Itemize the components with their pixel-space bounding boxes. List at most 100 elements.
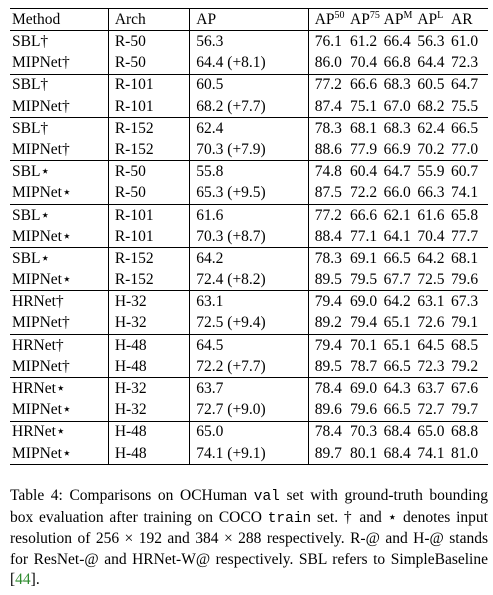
cell-method: MIPNet⋆ <box>12 271 72 289</box>
table-row: SBL† R-50 56.3 76.1 61.2 66.4 56.3 61.0 <box>10 30 488 53</box>
cell-ap75: 68.1 <box>350 119 378 137</box>
cell-ap: 60.5 <box>189 74 309 96</box>
cell-apm: 62.1 <box>383 206 411 224</box>
row-group: SBL⋆ R-50 55.8 74.8 60.4 64.7 55.9 60.7 MIPNet⋆ R… <box>10 160 488 205</box>
cell-apm: 67.7 <box>383 271 411 289</box>
caption-citation-link[interactable]: 44 <box>15 571 31 588</box>
cell-method: SBL† <box>12 119 49 137</box>
cell-method: SBL† <box>12 76 49 94</box>
table-row: HRNet⋆ H-48 65.0 78.4 70.3 68.4 65.0 68.8 <box>10 421 488 443</box>
cell-ar: 68.1 <box>451 249 479 267</box>
table-row: SBL⋆ R-101 61.6 77.2 66.6 62.1 61.6 65.8 <box>10 204 488 226</box>
ap-value: 68.2 <box>196 97 224 115</box>
table-row: SBL† R-152 62.4 78.3 68.1 68.3 62.4 66.5 <box>10 117 488 140</box>
cell-ap75: 78.7 <box>350 357 378 375</box>
cell-arch: R-152 <box>107 269 190 291</box>
cell-ap50: 79.4 <box>307 334 350 356</box>
cell-apm: 66.5 <box>383 357 411 375</box>
cell-arch: H-32 <box>107 312 190 335</box>
cell-arch: H-32 <box>107 290 190 313</box>
cell-ar: 67.3 <box>451 293 479 311</box>
header-apl-sup: L <box>437 9 444 21</box>
cell-ap75: 75.1 <box>350 97 378 115</box>
cell-ap50: 87.5 <box>307 182 350 205</box>
ap-gain: (+9.5) <box>223 184 266 202</box>
table-row: MIPNet† R-101 68.2 (+7.7) 87.4 75.1 67.0 68.2 7… <box>10 95 488 118</box>
header-ap: AP <box>189 8 309 31</box>
caption-text-4: ]. <box>30 571 40 588</box>
table-caption: Table 4: Comparisons on OCHuman val set … <box>10 486 488 591</box>
cell-ap50: 77.2 <box>307 74 350 96</box>
cell-ap50: 89.6 <box>307 399 350 422</box>
ap-gain: (+7.9) <box>223 140 266 158</box>
cell-ap75: 66.6 <box>350 206 378 224</box>
cell-arch: R-50 <box>107 30 190 53</box>
ap-value: 64.5 <box>196 336 224 354</box>
row-group: HRNet⋆ H-48 65.0 78.4 70.3 68.4 65.0 68.8 MIPNet… <box>10 421 488 465</box>
cell-ap75: 69.1 <box>350 249 378 267</box>
cell-ar: 77.0 <box>451 140 479 158</box>
table-row: MIPNet† H-32 72.5 (+9.4) 89.2 79.4 65.1 72.6 79… <box>10 312 488 335</box>
table-row: HRNet⋆ H-32 63.7 78.4 69.0 64.3 63.7 67.6 <box>10 377 488 400</box>
cell-apm: 68.3 <box>383 76 411 94</box>
cell-ap: 65.3 (+9.5) <box>189 182 309 205</box>
cell-arch: H-32 <box>107 377 190 400</box>
cell-apm: 66.9 <box>383 140 411 158</box>
cell-apm: 68.4 <box>383 423 411 441</box>
table-row: MIPNet⋆ R-50 65.3 (+9.5) 87.5 72.2 66.0 66.3 74… <box>10 182 488 205</box>
cell-ap75: 61.2 <box>350 33 378 51</box>
cell-ar: 79.2 <box>451 357 479 375</box>
header-apm-base: AP <box>383 10 404 28</box>
cell-ar: 75.5 <box>451 97 479 115</box>
cell-apl: 63.1 <box>417 293 445 311</box>
header-apm: APM <box>384 9 418 31</box>
row-group: HRNet† H-32 63.1 79.4 69.0 64.2 63.1 67.3 MIPNet… <box>10 290 488 335</box>
cell-ap50: 78.3 <box>307 117 350 140</box>
cell-ap50: 76.1 <box>307 30 350 53</box>
cell-ap: 64.4 (+8.1) <box>189 52 309 75</box>
cell-ap: 70.3 (+7.9) <box>189 139 309 161</box>
cell-ap50: 87.4 <box>307 95 350 118</box>
cell-ap75: 77.9 <box>350 140 378 158</box>
ap-value: 64.4 <box>196 54 224 72</box>
cell-ap50: 88.4 <box>307 225 350 248</box>
cell-method: HRNet⋆ <box>12 380 66 398</box>
cell-ap50: 77.2 <box>307 204 350 226</box>
cell-apm: 68.3 <box>383 119 411 137</box>
cell-ap50: 89.7 <box>307 442 350 465</box>
ap-value: 63.1 <box>196 293 224 311</box>
cell-ar: 61.0 <box>451 33 479 51</box>
caption-text-1: Table 4: Comparisons on OCHuman <box>10 487 254 504</box>
cell-method: SBL⋆ <box>12 249 51 267</box>
cell-method: HRNet⋆ <box>12 423 66 441</box>
cell-method: MIPNet† <box>12 140 70 158</box>
cell-method: MIPNet⋆ <box>12 184 72 202</box>
header-arch: Arch <box>107 8 190 31</box>
header-row: Method Arch AP AP50 AP75 APM APL AR <box>10 8 488 31</box>
cell-ap: 72.4 (+8.2) <box>189 269 309 291</box>
caption-train-split: train <box>267 510 312 527</box>
cell-arch: H-32 <box>107 399 190 422</box>
header-apm-sup: M <box>403 9 413 21</box>
cell-arch: R-101 <box>107 95 190 118</box>
table-row: MIPNet⋆ R-152 72.4 (+8.2) 89.5 79.5 67.7 72.5 7… <box>10 269 488 291</box>
cell-apl: 72.3 <box>417 357 445 375</box>
header-ap50: AP50 <box>307 8 350 31</box>
cell-ap50: 78.4 <box>307 377 350 400</box>
table-row: HRNet† H-48 64.5 79.4 70.1 65.1 64.5 68.5 <box>10 334 488 356</box>
cell-arch: R-101 <box>107 225 190 248</box>
cell-apm: 66.5 <box>383 401 411 419</box>
cell-arch: H-48 <box>107 421 190 443</box>
caption-text-3: set. † and ⋆ denotes input resolution of… <box>10 508 488 589</box>
cell-apm: 66.8 <box>383 54 411 72</box>
cell-arch: R-50 <box>107 182 190 205</box>
cell-apm: 67.0 <box>383 97 411 115</box>
cell-ar: 79.6 <box>451 271 479 289</box>
table-header: Method Arch AP AP50 AP75 APM APL AR <box>10 8 488 31</box>
cell-arch: H-48 <box>107 442 190 465</box>
cell-ar: 79.1 <box>451 314 479 332</box>
cell-arch: R-50 <box>107 52 190 75</box>
cell-ap: 55.8 <box>189 160 309 183</box>
cell-apl: 64.4 <box>417 54 445 72</box>
cell-method: HRNet† <box>12 293 64 311</box>
